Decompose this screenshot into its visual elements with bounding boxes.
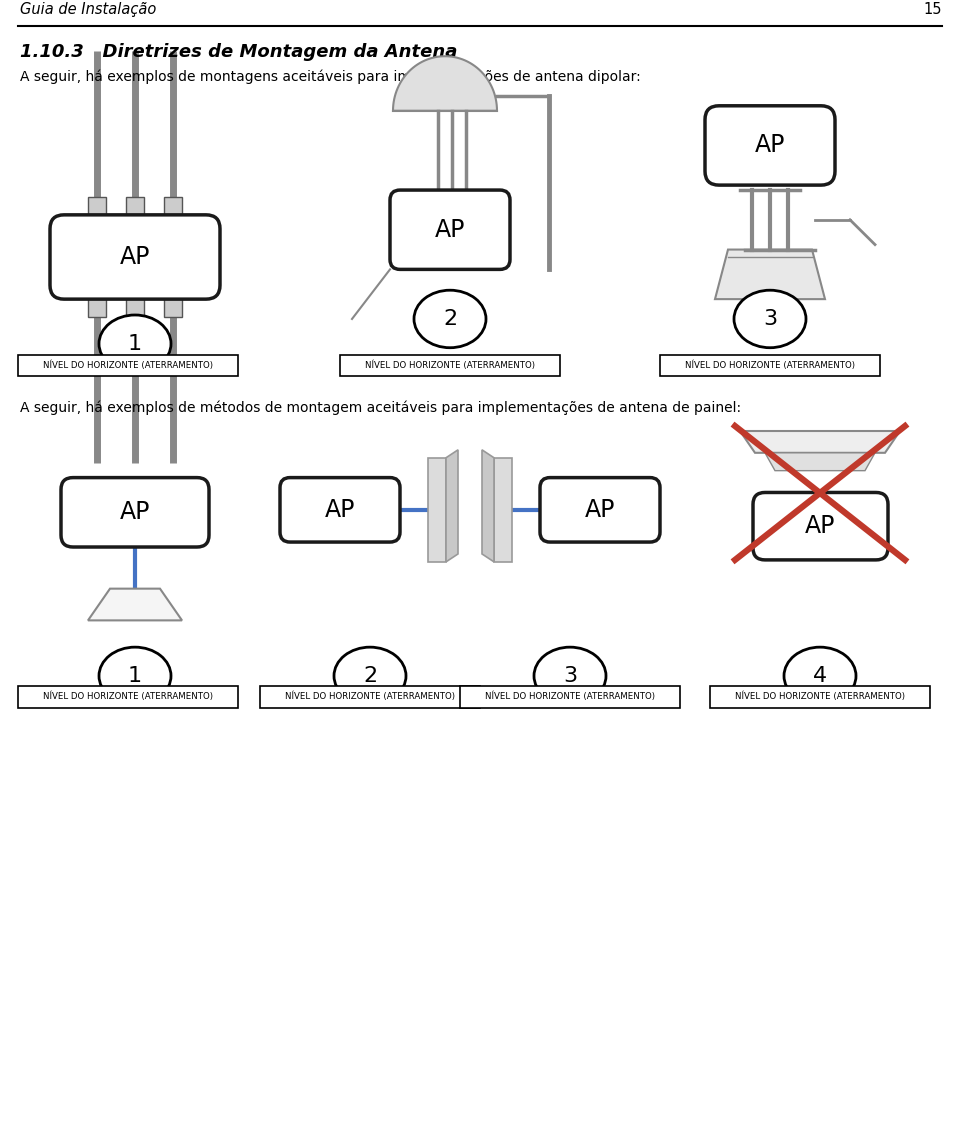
Ellipse shape	[784, 648, 856, 704]
Text: 1: 1	[128, 334, 142, 353]
Text: 3: 3	[763, 309, 777, 329]
Bar	[710, 686, 930, 708]
Ellipse shape	[334, 648, 406, 704]
FancyBboxPatch shape	[705, 105, 835, 186]
Text: AP: AP	[324, 498, 355, 522]
FancyBboxPatch shape	[280, 478, 400, 542]
Polygon shape	[765, 453, 875, 471]
Bar	[126, 297, 144, 317]
Bar	[428, 457, 446, 561]
Polygon shape	[393, 57, 497, 111]
Ellipse shape	[734, 290, 806, 348]
Text: 2: 2	[363, 666, 377, 686]
Text: 2: 2	[443, 309, 457, 329]
FancyBboxPatch shape	[50, 215, 220, 299]
Text: NÍVEL DO HORIZONTE (ATERRAMENTO): NÍVEL DO HORIZONTE (ATERRAMENTO)	[285, 692, 455, 702]
Bar	[340, 354, 560, 377]
Ellipse shape	[99, 648, 171, 704]
Bar	[164, 197, 182, 217]
Bar	[126, 197, 144, 217]
Polygon shape	[446, 449, 458, 561]
Polygon shape	[88, 589, 182, 620]
Text: Guia de Instalação: Guia de Instalação	[20, 1, 156, 17]
Ellipse shape	[414, 290, 486, 348]
Bar	[660, 354, 880, 377]
FancyBboxPatch shape	[61, 478, 209, 547]
Text: NÍVEL DO HORIZONTE (ATERRAMENTO): NÍVEL DO HORIZONTE (ATERRAMENTO)	[485, 692, 655, 702]
Text: 3: 3	[563, 666, 577, 686]
Bar	[18, 354, 238, 377]
Text: AP: AP	[120, 245, 150, 269]
Bar	[164, 297, 182, 317]
Polygon shape	[715, 249, 825, 299]
Text: 1.10.3   Diretrizes de Montagem da Antena: 1.10.3 Diretrizes de Montagem da Antena	[20, 43, 457, 61]
FancyBboxPatch shape	[390, 190, 510, 269]
FancyBboxPatch shape	[540, 478, 660, 542]
Bar	[494, 457, 512, 561]
Text: NÍVEL DO HORIZONTE (ATERRAMENTO): NÍVEL DO HORIZONTE (ATERRAMENTO)	[735, 692, 905, 702]
Text: NÍVEL DO HORIZONTE (ATERRAMENTO): NÍVEL DO HORIZONTE (ATERRAMENTO)	[685, 361, 855, 370]
Ellipse shape	[99, 315, 171, 372]
Text: NÍVEL DO HORIZONTE (ATERRAMENTO): NÍVEL DO HORIZONTE (ATERRAMENTO)	[43, 361, 213, 370]
Text: AP: AP	[755, 134, 785, 157]
Text: NÍVEL DO HORIZONTE (ATERRAMENTO): NÍVEL DO HORIZONTE (ATERRAMENTO)	[365, 361, 535, 370]
Bar	[18, 686, 238, 708]
Text: A seguir, há exemplos de montagens aceitáveis para implementações de antena dipo: A seguir, há exemplos de montagens aceit…	[20, 69, 640, 84]
Text: A seguir, há exemplos de métodos de montagem aceitáveis para implementações de a: A seguir, há exemplos de métodos de mont…	[20, 401, 741, 414]
Polygon shape	[740, 431, 900, 453]
Text: 15: 15	[924, 1, 942, 17]
Text: AP: AP	[804, 514, 835, 538]
Text: AP: AP	[120, 500, 150, 524]
Text: NÍVEL DO HORIZONTE (ATERRAMENTO): NÍVEL DO HORIZONTE (ATERRAMENTO)	[43, 692, 213, 702]
Text: 4: 4	[813, 666, 828, 686]
Bar	[88, 197, 106, 217]
Ellipse shape	[534, 648, 606, 704]
Text: 1: 1	[128, 666, 142, 686]
Text: AP: AP	[585, 498, 615, 522]
Bar	[88, 297, 106, 317]
FancyBboxPatch shape	[753, 492, 888, 560]
Polygon shape	[482, 449, 494, 561]
Bar	[460, 686, 680, 708]
Bar	[260, 686, 480, 708]
Text: AP: AP	[435, 217, 466, 242]
